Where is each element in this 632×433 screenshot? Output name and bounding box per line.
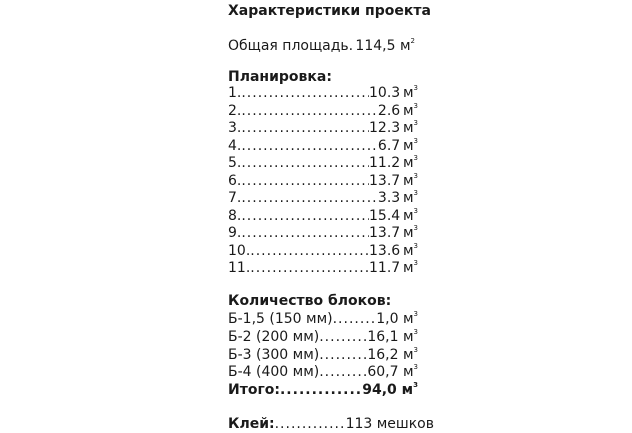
- leader-dots: [319, 346, 367, 364]
- row-value: 2.6 м3: [377, 101, 418, 119]
- row-label: 7.: [228, 190, 242, 206]
- glue-line: Клей: 113 мешков: [228, 415, 434, 433]
- row-value: 16,2 м3: [367, 345, 418, 363]
- layout-heading: Планировка:: [228, 69, 332, 85]
- row-label: 9.: [228, 225, 242, 241]
- blocks-row: Б-3 (300 мм) 16,2 м3: [228, 346, 418, 364]
- leader-dots: [241, 189, 378, 207]
- layout-row: 7. 3.3 м3: [228, 189, 418, 207]
- layout-row: 2. 2.6 м3: [228, 102, 418, 120]
- row-value: 13.7 м3: [369, 224, 418, 241]
- row-label: Б-3 (300 мм): [228, 346, 320, 363]
- layout-row: 11. 11.7 м3: [228, 259, 418, 277]
- page-title: Характеристики проекта: [228, 3, 431, 19]
- leader-dots: [241, 154, 369, 172]
- blocks-heading: Количество блоков:: [228, 293, 392, 309]
- leader-dots: [241, 207, 369, 225]
- total-line: Итого: 94,0 м3: [228, 381, 418, 399]
- row-label: 5.: [228, 155, 242, 171]
- leader-dots: [241, 224, 369, 242]
- row-value: 13.7 м3: [369, 171, 418, 189]
- row-label: 2.: [228, 102, 242, 119]
- leader-dots: [333, 310, 377, 328]
- leader-dots: [241, 84, 369, 102]
- blocks-row: Б-2 (200 мм) 16,1 м3: [228, 328, 418, 346]
- layout-row: 6. 13.7 м3: [228, 172, 418, 190]
- row-value: 13.6 м3: [369, 241, 418, 259]
- row-label: Б-1,5 (150 мм): [228, 311, 333, 327]
- row-value: 15.4 м3: [369, 206, 418, 224]
- leader-dots: [250, 242, 369, 260]
- leader-dots: [241, 119, 369, 137]
- leader-dots: [319, 328, 367, 346]
- layout-row: 8. 15.4 м3: [228, 207, 418, 225]
- layout-row: 1. 10.3 м3: [228, 84, 418, 102]
- layout-row: 4. 6.7 м3: [228, 137, 418, 155]
- row-label: 4.: [228, 137, 242, 154]
- layout-row: 9. 13.7 м3: [228, 224, 418, 242]
- row-label: 1.: [228, 85, 242, 101]
- row-value: 11.7 м3: [369, 259, 418, 276]
- row-label: 6.: [228, 172, 242, 189]
- leader-dots: [241, 172, 369, 190]
- row-value: 3.3 м3: [377, 189, 418, 206]
- leader-dots: [319, 363, 367, 381]
- layout-row: 10. 13.6 м3: [228, 242, 418, 260]
- row-label: 10.: [228, 242, 251, 259]
- leader-dots: [241, 137, 378, 155]
- row-value: 6.7 м3: [377, 136, 418, 154]
- row-label: 3.: [228, 120, 242, 136]
- row-value: 16,1 м3: [367, 327, 418, 345]
- row-label: 8.: [228, 207, 242, 224]
- row-label: Б-2 (200 мм): [228, 328, 320, 345]
- total-area-line: Общая площадь 114,5 м2: [228, 37, 415, 55]
- leader-dots: [349, 37, 356, 55]
- row-value: 11.2 м3: [369, 154, 418, 171]
- blocks-row: Б-4 (400 мм) 60,7 м3: [228, 363, 418, 381]
- layout-row: 5. 11.2 м3: [228, 154, 418, 172]
- leader-dots: [241, 102, 378, 120]
- layout-row: 3. 12.3 м3: [228, 119, 418, 137]
- row-value: 60,7 м3: [367, 363, 418, 381]
- area-value: 114,5 м2: [355, 37, 415, 54]
- row-value: 12.3 м3: [369, 119, 418, 136]
- row-label: Б-4 (400 мм): [228, 364, 320, 381]
- blocks-row: Б-1,5 (150 мм) 1,0 м3: [228, 310, 418, 328]
- area-label: Общая площадь: [228, 38, 349, 54]
- row-label: 11.: [228, 260, 251, 276]
- row-value: 1,0 м3: [376, 310, 418, 327]
- row-value: 10.3 м3: [369, 84, 418, 101]
- leader-dots: [250, 259, 369, 277]
